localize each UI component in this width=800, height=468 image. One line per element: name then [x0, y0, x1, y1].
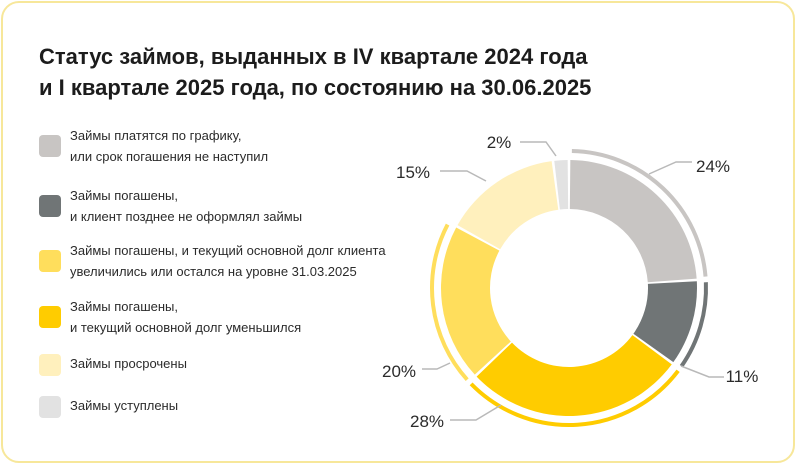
donut-slice-3 [476, 335, 672, 416]
legend-label-line: Займы просрочены [70, 356, 187, 371]
legend-swatch [39, 396, 61, 418]
chart-title-line-2: и I квартале 2025 года, по состоянию на … [39, 75, 592, 100]
leader-line-1 [648, 161, 692, 175]
leader-line-5 [440, 170, 487, 182]
data-label-2: 11% [726, 367, 759, 386]
donut-slice-2 [633, 281, 698, 363]
data-label-1: 24% [696, 157, 730, 176]
legend-label-line: увеличились или остался на уровне 31.03.… [70, 264, 357, 279]
legend-label: Займы уступлены [70, 395, 178, 416]
data-label-5: 15% [396, 163, 430, 182]
legend-label-line: или срок погашения не наступил [70, 149, 269, 164]
legend-label-line: Займы погашены, и текущий основной долг … [70, 243, 386, 258]
legend-label-line: и клиент позднее не оформлял займы [70, 209, 303, 224]
data-label-4: 20% [382, 362, 416, 381]
donut-outer-ring-2 [679, 282, 708, 368]
legend-label-line: и текущий основной долг уменьшился [70, 320, 302, 335]
donut-outer-ring-3 [469, 369, 680, 427]
legend-label-line: Займы погашены, [70, 299, 178, 314]
legend-label: Займы погашены, и текущий основной долг … [70, 296, 301, 338]
legend-swatch [39, 135, 61, 157]
donut-outer-ring-1 [571, 149, 708, 277]
leader-line-3 [450, 404, 502, 421]
legend-label: Займы погашены, и клиент позднее не офор… [70, 185, 302, 227]
legend-label-line: Займы уступлены [70, 398, 179, 413]
legend-label: Займы платятся по графику, или срок пога… [70, 125, 268, 167]
legend-label-line: Займы платятся по графику, [70, 128, 242, 143]
data-label-6: 2% [487, 133, 512, 152]
chart-title-line-1: Статус займов, выданных в IV квартале 20… [39, 44, 588, 69]
donut-slice-1 [569, 160, 697, 283]
legend-swatch [39, 354, 61, 376]
legend-label-line: Займы погашены, [70, 188, 178, 203]
data-label-3: 28% [410, 412, 444, 431]
leader-line-2 [680, 365, 724, 378]
donut-slice-5 [457, 161, 559, 250]
chart-title: Статус займов, выданных в IV квартале 20… [39, 41, 591, 103]
legend-swatch [39, 195, 61, 217]
leader-line-6 [520, 141, 557, 157]
donut-slice-6 [554, 160, 569, 210]
leader-line-4 [422, 362, 451, 370]
legend-label: Займы погашены, и текущий основной долг … [70, 240, 386, 282]
donut-slice-4 [441, 227, 511, 375]
legend-swatch [39, 250, 61, 272]
legend-swatch [39, 306, 61, 328]
legend-label: Займы просрочены [70, 353, 187, 374]
donut-outer-ring-4 [430, 223, 469, 382]
